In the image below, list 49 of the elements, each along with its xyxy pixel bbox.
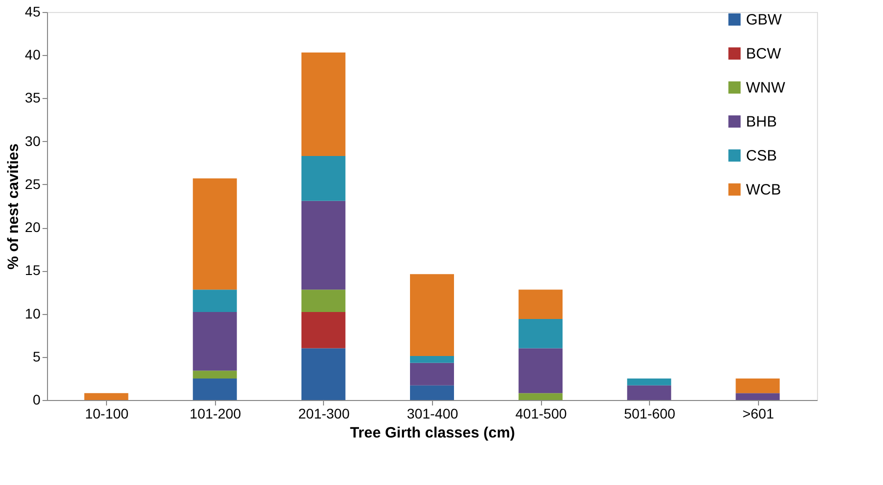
bar <box>410 385 454 400</box>
x-tick-label: 101-200 <box>190 406 242 422</box>
bar <box>192 290 237 312</box>
bar <box>410 274 454 356</box>
y-tick-label: 20 <box>24 219 41 236</box>
bar <box>301 312 346 348</box>
bar <box>301 348 346 400</box>
y-tick-label: 35 <box>24 90 41 106</box>
y-tick-label: 10 <box>24 305 41 322</box>
bar <box>192 378 237 400</box>
bar <box>518 393 563 400</box>
bar <box>627 385 672 400</box>
x-tick-label: >601 <box>742 406 774 422</box>
y-tick-label: 25 <box>24 176 41 192</box>
bar <box>192 370 237 378</box>
x-tick-label: 201-300 <box>298 406 350 422</box>
bar <box>736 378 780 394</box>
x-tick-label: 501-600 <box>624 406 676 422</box>
bar <box>301 200 346 290</box>
bar <box>518 318 563 348</box>
bar <box>518 290 563 319</box>
y-tick-label: 45 <box>24 4 41 20</box>
bar <box>410 356 454 363</box>
bar <box>301 290 346 312</box>
bar <box>627 378 672 386</box>
x-tick-label: 401-500 <box>515 406 567 422</box>
y-tick-label: 40 <box>24 46 41 63</box>
y-axis-title: % of nest cavities <box>4 144 22 270</box>
legend-label: GBW <box>746 12 783 28</box>
x-tick-label: 10-100 <box>84 406 129 422</box>
bar <box>192 312 237 371</box>
y-tick-label: 15 <box>24 262 41 278</box>
y-tick-label: 5 <box>32 348 41 364</box>
bar <box>518 348 563 394</box>
legend-label: WCB <box>746 182 781 198</box>
y-tick-label: 0 <box>32 392 41 408</box>
y-tick-label: 30 <box>24 132 41 149</box>
bar <box>410 362 454 386</box>
legend-label: BCW <box>746 46 782 62</box>
bar <box>84 393 128 400</box>
x-axis-title: Tree Girth classes (cm) <box>350 424 516 442</box>
x-tick-label: 301-400 <box>406 406 458 422</box>
legend-label: CSB <box>746 148 777 164</box>
bar <box>301 156 346 201</box>
legend-label: BHB <box>746 114 777 130</box>
bar <box>192 178 237 290</box>
bar <box>736 393 780 400</box>
legend-label: WNW <box>746 80 786 96</box>
bar <box>301 52 346 156</box>
